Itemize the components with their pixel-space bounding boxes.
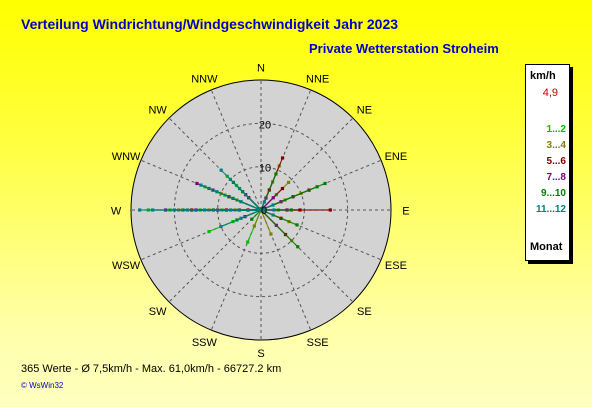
chart-subtitle: Private Wetterstation Stroheim bbox=[309, 41, 499, 56]
vector-1-11 bbox=[260, 209, 272, 235]
point-1-11 bbox=[269, 232, 273, 236]
direction-label-ssw: SSW bbox=[192, 337, 218, 349]
direction-label-ese: ESE bbox=[385, 260, 407, 272]
legend: km/h 4,9 1...2 3...4 5...6 7...8 9...10 … bbox=[525, 64, 570, 261]
spoke-nne bbox=[260, 89, 312, 211]
spoke-nnw bbox=[210, 89, 262, 211]
point-5-9 bbox=[219, 168, 223, 172]
direction-label-w: W bbox=[111, 205, 122, 217]
legend-item-4: 7...8 bbox=[546, 172, 566, 183]
direction-label-s: S bbox=[257, 348, 264, 360]
software-credit: © WsWin32 bbox=[21, 381, 64, 390]
point-4-12 bbox=[274, 172, 278, 176]
direction-label-wsw: WSW bbox=[112, 260, 141, 272]
point-4-11 bbox=[296, 245, 300, 249]
direction-label-sw: SW bbox=[149, 306, 167, 318]
spoke-sw bbox=[168, 209, 262, 303]
direction-label-nnw: NNW bbox=[191, 73, 218, 85]
direction-label-n: N bbox=[257, 63, 265, 75]
legend-item-3: 5...6 bbox=[546, 156, 566, 167]
legend-item-1: 1...2 bbox=[546, 124, 566, 135]
legend-average: 4,9 bbox=[542, 87, 558, 99]
point-5-13 bbox=[239, 216, 243, 220]
spoke-wnw bbox=[140, 159, 262, 211]
stats-footer: 365 Werte - Ø 7,5km/h - Max. 61,0km/h - … bbox=[21, 363, 282, 375]
point-5-0 bbox=[138, 208, 142, 212]
point-2-10 bbox=[328, 208, 332, 212]
spoke-nw bbox=[168, 117, 262, 211]
spoke-sse bbox=[260, 209, 312, 331]
radial-tick-label-20: 20 bbox=[259, 119, 271, 131]
direction-label-wnw: WNW bbox=[112, 151, 141, 163]
direction-label-sse: SSE bbox=[307, 337, 329, 349]
point-4-14 bbox=[250, 217, 254, 221]
point-5-17 bbox=[272, 208, 276, 212]
spoke-ssw bbox=[210, 209, 262, 331]
spoke-wsw bbox=[140, 209, 262, 261]
point-5-16 bbox=[271, 213, 275, 217]
vector-5-8 bbox=[240, 201, 262, 211]
direction-label-nne: NNE bbox=[306, 73, 329, 85]
point-3-7 bbox=[271, 196, 275, 200]
point-5-7 bbox=[199, 183, 203, 187]
point-5-8 bbox=[239, 200, 243, 204]
vector-4-11 bbox=[260, 209, 299, 248]
point-5-14 bbox=[262, 200, 266, 204]
point-4-9 bbox=[289, 208, 293, 212]
point-4-10 bbox=[295, 223, 299, 227]
point-5-3 bbox=[185, 208, 189, 212]
point-5-15 bbox=[271, 203, 275, 207]
direction-label-ne: NE bbox=[357, 104, 372, 116]
point-5-11 bbox=[228, 177, 232, 181]
radial-zero-label: 0 bbox=[261, 205, 267, 217]
radial-tick-label-10: 10 bbox=[259, 163, 271, 175]
spoke-ne bbox=[260, 117, 354, 211]
legend-footer: Monat bbox=[530, 241, 563, 253]
point-5-2 bbox=[172, 208, 176, 212]
point-5-4 bbox=[203, 208, 207, 212]
spoke-se bbox=[260, 209, 354, 303]
direction-label-nw: NW bbox=[148, 104, 167, 116]
point-5-5 bbox=[229, 208, 233, 212]
vector-5-15 bbox=[260, 204, 274, 211]
chart-title: Verteilung Windrichtung/Windgeschwindigk… bbox=[21, 16, 399, 32]
spoke-ene bbox=[260, 159, 382, 211]
spoke-ese bbox=[260, 209, 382, 261]
point-1-6 bbox=[286, 180, 291, 185]
vector-1-12 bbox=[253, 209, 262, 227]
direction-label-se: SE bbox=[357, 306, 372, 318]
point-3-3 bbox=[195, 181, 199, 186]
point-0-13 bbox=[207, 229, 211, 234]
point-2-5 bbox=[280, 156, 285, 160]
point-5-12 bbox=[219, 224, 223, 229]
legend-item-5: 9...10 bbox=[540, 188, 566, 199]
point-0-12 bbox=[246, 240, 250, 244]
direction-label-ene: ENE bbox=[385, 151, 408, 163]
point-4-8 bbox=[323, 181, 327, 186]
point-2-6 bbox=[280, 186, 285, 191]
legend-item-2: 3...4 bbox=[546, 140, 566, 151]
vector-5-16 bbox=[260, 209, 274, 216]
vector-5-11 bbox=[229, 178, 262, 211]
direction-label-e: E bbox=[402, 205, 409, 217]
point-5-1 bbox=[151, 208, 155, 212]
legend-item-6: 11...12 bbox=[535, 204, 566, 215]
point-1-12 bbox=[252, 224, 256, 228]
legend-unit: km/h bbox=[530, 70, 556, 82]
vector-3-7 bbox=[260, 197, 274, 211]
vector-5-13 bbox=[240, 209, 262, 219]
